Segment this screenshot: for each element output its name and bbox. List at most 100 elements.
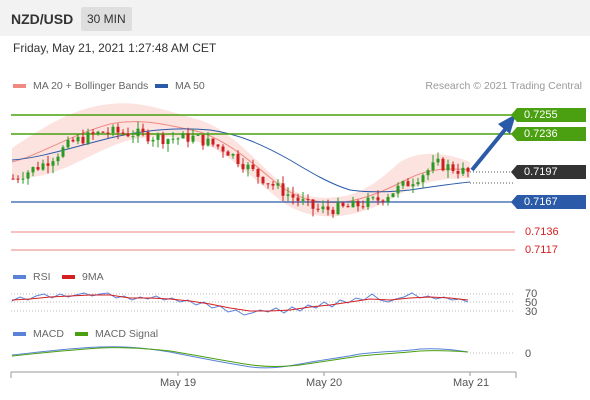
- candle-body: [41, 163, 45, 170]
- candle-body: [426, 170, 430, 176]
- candle-body: [456, 170, 460, 174]
- candle-body: [101, 131, 105, 133]
- candle-body: [326, 206, 330, 210]
- candle-body: [466, 167, 470, 172]
- candle-body: [366, 197, 370, 207]
- candle-body: [306, 199, 310, 201]
- candle-body: [346, 206, 350, 208]
- candle-body: [226, 151, 230, 156]
- candle-body: [201, 134, 205, 146]
- candle-body: [71, 139, 75, 142]
- legend-ma50: MA 50: [155, 80, 205, 92]
- candle-body: [406, 181, 410, 187]
- legend-bollinger-label: MA 20 + Bollinger Bands: [33, 80, 149, 92]
- candle-body: [191, 135, 195, 142]
- candle-body: [341, 202, 345, 207]
- candle-body: [241, 164, 245, 170]
- timestamp: Friday, May 21, 2021 1:27:48 AM CET: [13, 41, 217, 55]
- candle-body: [141, 128, 145, 133]
- candle-body: [271, 183, 275, 186]
- macd-swatch: [13, 332, 26, 336]
- candle-body: [181, 133, 185, 139]
- candle-body: [51, 161, 55, 166]
- candle-body: [46, 163, 50, 166]
- candles-group: [11, 121, 470, 218]
- candle-body: [121, 132, 125, 134]
- candle-body: [21, 178, 25, 180]
- candle-body: [276, 183, 280, 186]
- rsi-line: [11, 292, 469, 316]
- candle-body: [106, 132, 110, 134]
- candle-body: [266, 183, 270, 185]
- candle-body: [286, 194, 290, 196]
- candle-body: [321, 206, 325, 210]
- bollinger-swatch: [13, 84, 26, 88]
- ma50-line: [11, 128, 471, 193]
- candle-body: [136, 128, 140, 137]
- candle-body: [16, 178, 20, 180]
- pivot-price-tag: 0.7167: [511, 195, 586, 209]
- candle-body: [311, 199, 315, 209]
- candle-body: [186, 133, 190, 142]
- x-label-may19: May 19: [160, 377, 197, 389]
- legend-rsi: RSI: [13, 271, 51, 283]
- candle-body: [211, 138, 215, 145]
- chart-header: NZD/USD 30 MIN: [0, 0, 590, 36]
- credit-text: Research © 2021 Trading Central: [425, 80, 582, 92]
- symbol-title: NZD/USD: [11, 11, 74, 27]
- candle-body: [396, 185, 400, 194]
- candle-body: [316, 208, 320, 210]
- target-arrow-shaft: [470, 124, 510, 172]
- ma20-line: [11, 121, 471, 203]
- last-price-tag: 0.7197: [511, 165, 586, 179]
- candle-body: [296, 197, 300, 201]
- legend-ma50-label: MA 50: [175, 80, 205, 92]
- candle-body: [336, 202, 340, 215]
- interval-button[interactable]: 30 MIN: [81, 7, 132, 31]
- candle-body: [81, 136, 85, 144]
- candle-body: [261, 176, 265, 184]
- candle-body: [171, 138, 175, 140]
- s2-price-label: 0.7117: [525, 244, 558, 256]
- legend-macd: MACD: [13, 328, 64, 340]
- s1-price-label: 0.7136: [525, 226, 559, 238]
- candle-body: [151, 139, 155, 142]
- legend-macd-label: MACD: [33, 328, 64, 340]
- candle-body: [66, 139, 70, 148]
- legend-macd-signal-label: MACD Signal: [95, 328, 159, 340]
- candle-body: [176, 138, 180, 140]
- rsi-level-50: 50: [525, 297, 538, 309]
- candle-body: [36, 167, 40, 170]
- candle-body: [251, 164, 255, 169]
- candle-body: [461, 167, 465, 174]
- candle-body: [391, 193, 395, 198]
- macd-line: [11, 346, 469, 369]
- candle-body: [421, 175, 425, 183]
- candle-body: [161, 134, 165, 144]
- candle-body: [451, 164, 455, 171]
- candle-body: [416, 182, 420, 185]
- candle-body: [91, 132, 95, 134]
- candle-body: [196, 134, 200, 136]
- candle-body: [61, 147, 65, 157]
- candle-body: [156, 134, 160, 140]
- macd-signal-line: [11, 347, 469, 367]
- rsi-ma-line: [11, 294, 469, 312]
- candle-body: [126, 133, 130, 137]
- r2-price-tag: 0.7255: [511, 108, 586, 122]
- candle-body: [246, 164, 250, 170]
- candle-body: [86, 132, 90, 144]
- bollinger-band: [12, 103, 470, 217]
- candle-body: [446, 164, 450, 171]
- rsi-level-70: 70: [525, 288, 538, 300]
- macd-signal-swatch: [75, 332, 88, 336]
- candle-body: [281, 183, 285, 196]
- candle-body: [376, 197, 380, 201]
- candle-body: [431, 162, 435, 171]
- candle-body: [401, 181, 405, 186]
- candle-body: [76, 136, 80, 142]
- legend-macd-signal: MACD Signal: [75, 328, 158, 340]
- candle-body: [116, 126, 120, 133]
- candle-body: [411, 184, 415, 187]
